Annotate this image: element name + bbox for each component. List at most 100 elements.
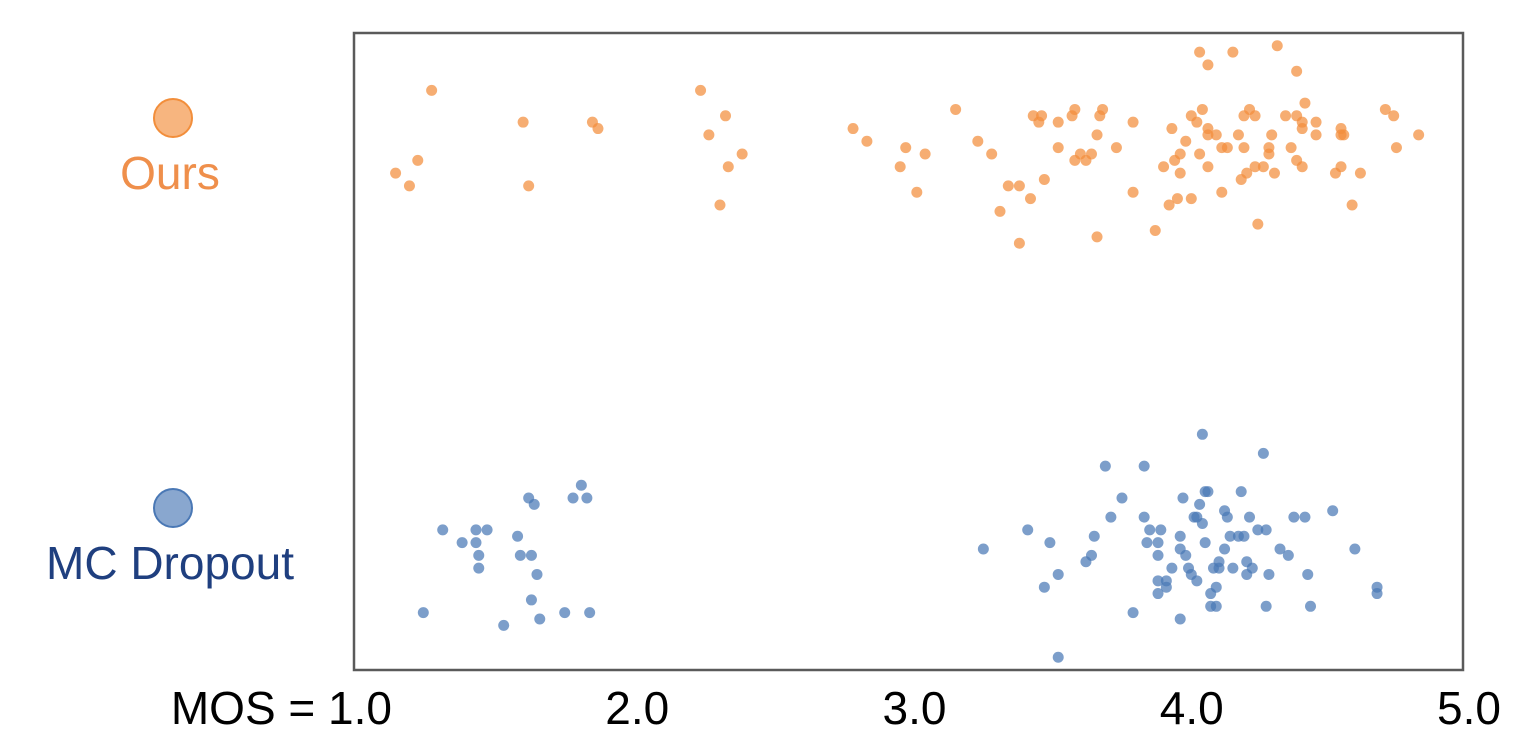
point [1202, 161, 1214, 173]
point [1299, 511, 1311, 523]
point [1249, 110, 1261, 122]
point [1302, 568, 1314, 580]
point [1141, 537, 1153, 549]
point [426, 84, 438, 96]
point [390, 167, 402, 179]
point [1310, 129, 1322, 141]
point [1024, 193, 1036, 205]
point [1349, 543, 1361, 555]
point [1249, 161, 1261, 173]
point [1166, 123, 1178, 135]
point [1354, 167, 1366, 179]
point [1227, 46, 1239, 58]
point [720, 110, 732, 122]
legend-marker [153, 98, 193, 138]
point [1305, 600, 1317, 612]
point [1241, 167, 1253, 179]
point [1210, 129, 1222, 141]
point [1299, 97, 1311, 109]
point [525, 549, 537, 561]
point [1244, 511, 1256, 523]
point [1263, 142, 1275, 154]
point [972, 135, 984, 147]
point [1202, 123, 1214, 135]
point [1152, 549, 1164, 561]
point [1268, 167, 1280, 179]
point [1194, 498, 1206, 510]
point [1105, 511, 1117, 523]
point [1174, 167, 1186, 179]
point [584, 607, 596, 619]
point [1152, 575, 1164, 587]
point [1052, 651, 1064, 663]
point [1210, 600, 1222, 612]
point [1263, 568, 1275, 580]
point [950, 103, 962, 115]
point [1210, 581, 1222, 593]
point [1196, 103, 1208, 115]
point [1191, 575, 1203, 587]
point [1052, 568, 1064, 580]
point [1085, 549, 1097, 561]
point [1127, 607, 1139, 619]
point [1271, 40, 1283, 52]
point [1110, 142, 1122, 154]
point [417, 607, 429, 619]
point [1155, 524, 1167, 536]
point [1216, 142, 1228, 154]
point [1036, 110, 1048, 122]
point [1221, 511, 1233, 523]
point [714, 199, 726, 211]
point [403, 180, 415, 192]
point [1174, 530, 1186, 542]
x-tick-label: 4.0 [1160, 682, 1224, 734]
point [1091, 129, 1103, 141]
point [581, 492, 593, 504]
point [1338, 129, 1350, 141]
point [894, 161, 906, 173]
point [861, 135, 873, 147]
point [1138, 511, 1150, 523]
point [1191, 116, 1203, 128]
point [473, 549, 485, 561]
legend-label: Ours [120, 147, 220, 199]
point [1260, 600, 1272, 612]
point [1116, 492, 1128, 504]
point [1194, 46, 1206, 58]
point [1144, 524, 1156, 536]
point [1371, 588, 1383, 600]
plot-frame [352, 31, 1465, 672]
point [1158, 161, 1170, 173]
point [1274, 543, 1286, 555]
point [528, 498, 540, 510]
point [1174, 613, 1186, 625]
point [1127, 116, 1139, 128]
point [1346, 199, 1358, 211]
point [1296, 161, 1308, 173]
point [1097, 103, 1109, 115]
point [1266, 129, 1278, 141]
point [1252, 524, 1264, 536]
point [1038, 581, 1050, 593]
point [1185, 193, 1197, 205]
point [1163, 199, 1175, 211]
point [1285, 142, 1297, 154]
point [1282, 549, 1294, 561]
point [1069, 103, 1081, 115]
point [1291, 65, 1303, 77]
point [1246, 562, 1258, 574]
point [1235, 486, 1247, 498]
point [1379, 103, 1391, 115]
point [1085, 148, 1097, 160]
point [1213, 556, 1225, 568]
point [722, 161, 734, 173]
x-tick-label: 2.0 [605, 682, 669, 734]
point [1152, 588, 1164, 600]
point [1327, 505, 1339, 517]
legend-label: MC Dropout [46, 537, 294, 589]
point [1166, 562, 1178, 574]
point [1257, 447, 1269, 459]
point [517, 116, 529, 128]
point [1169, 154, 1181, 166]
